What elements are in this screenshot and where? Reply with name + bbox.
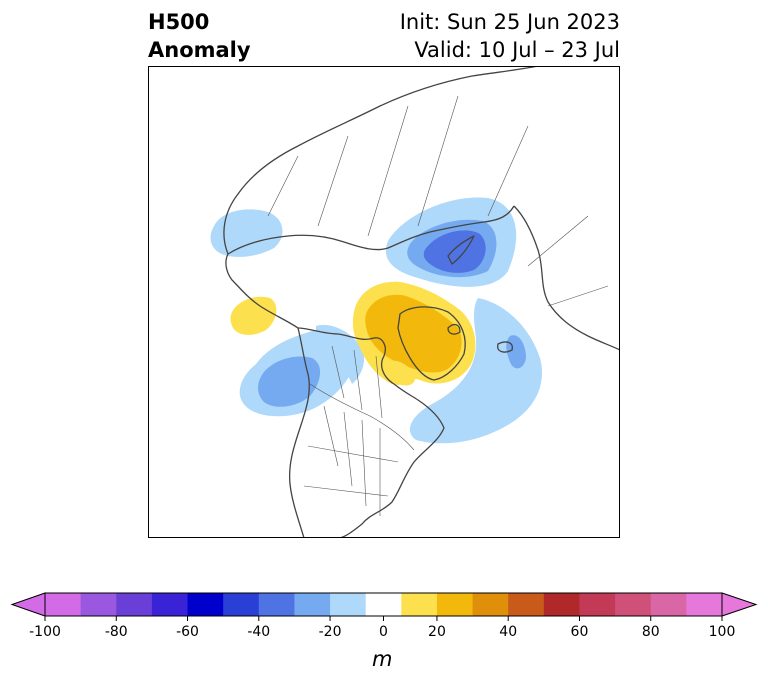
coastline-asia	[223, 66, 539, 255]
coastline-alaska	[225, 253, 299, 329]
negative-anomaly-siberia	[210, 209, 283, 257]
negative-anomaly-alaska	[316, 324, 365, 384]
border-asia-countries	[267, 95, 609, 307]
coastline-north-america	[297, 327, 445, 538]
colorbar-tick-label: 60	[571, 624, 589, 640]
colorbar-tick-label: -60	[176, 624, 199, 640]
colorbar-tick-label: -40	[247, 624, 270, 640]
colorbar-unit: m	[372, 647, 393, 671]
coastline-eurasia-arctic	[227, 205, 515, 255]
colorbar-cell	[258, 593, 295, 616]
colorbar-cell	[116, 593, 153, 616]
coastlines	[223, 66, 620, 538]
anomaly-map	[148, 66, 620, 538]
init-date: Init: Sun 25 Jun 2023	[399, 10, 620, 34]
colorbar-tick-label: 80	[642, 624, 660, 640]
colorbar-cell	[472, 593, 509, 616]
colorbar-cell	[294, 593, 331, 616]
coastline-novaya-zemlya	[447, 235, 475, 265]
negative-anomaly-pacific-core	[258, 356, 321, 407]
colorbar-tick-label: 0	[379, 624, 388, 640]
colorbar-cell	[151, 593, 189, 616]
colorbar-cell	[223, 593, 260, 616]
colorbar-under-extension	[10, 592, 46, 617]
border-canada-provinces	[331, 345, 383, 419]
borders	[267, 95, 609, 516]
colorbar-cell	[650, 593, 687, 616]
colorbar-cell	[401, 593, 438, 616]
positive-anomaly-arctic-core	[365, 294, 462, 373]
colorbar-tick-label: -100	[29, 624, 61, 640]
colorbar-cell	[686, 593, 723, 616]
negative-anomaly-atlantic	[409, 298, 543, 444]
map-frame	[148, 66, 620, 538]
colorbar-cell	[543, 593, 580, 616]
coastline-svalbard	[447, 323, 461, 335]
map-title: H500 Anomaly	[148, 8, 251, 64]
colorbar-cell	[80, 593, 117, 616]
coastline-europe	[513, 205, 620, 351]
colorbar-cells	[10, 592, 758, 617]
colorbar-tick-label: 40	[499, 624, 517, 640]
colorbar-cell	[615, 593, 652, 616]
colorbar-cell	[579, 593, 616, 616]
date-info: Init: Sun 25 Jun 2023 Valid: 10 Jul – 23…	[400, 8, 620, 64]
colorbar-cell	[436, 593, 474, 616]
title-line-1: H500	[148, 10, 210, 34]
colorbar-tick-label: -20	[319, 624, 342, 640]
title-line-2: Anomaly	[148, 38, 251, 62]
coastline-greenland	[397, 306, 466, 381]
colorbar-ticks: -100 -80 -60 -40 -20 0 20 40 60 80 100	[29, 616, 735, 640]
positive-anomaly-bering	[230, 296, 277, 335]
colorbar-cell	[330, 593, 367, 616]
colorbar: -100 -80 -60 -40 -20 0 20 40 60 80 100	[10, 592, 758, 640]
valid-range: Valid: 10 Jul – 23 Jul	[414, 38, 620, 62]
border-us-canada	[309, 383, 415, 451]
colorbar-cell	[508, 593, 545, 616]
coastline-pacific	[288, 327, 310, 538]
colorbar-cell	[365, 593, 402, 616]
colorbar-cell	[187, 593, 224, 616]
colorbar-tick-label: 100	[709, 624, 736, 640]
colorbar-over-extension	[721, 592, 758, 617]
border-us-states-1	[303, 405, 399, 516]
colorbar-tick-label: 20	[428, 624, 446, 640]
coastline-iceland	[497, 341, 513, 353]
negative-anomaly-barents-core	[423, 230, 486, 273]
positive-anomaly-hudson	[386, 360, 415, 386]
colorbar-cell	[45, 593, 82, 616]
colorbar-tick-label: -80	[105, 624, 128, 640]
